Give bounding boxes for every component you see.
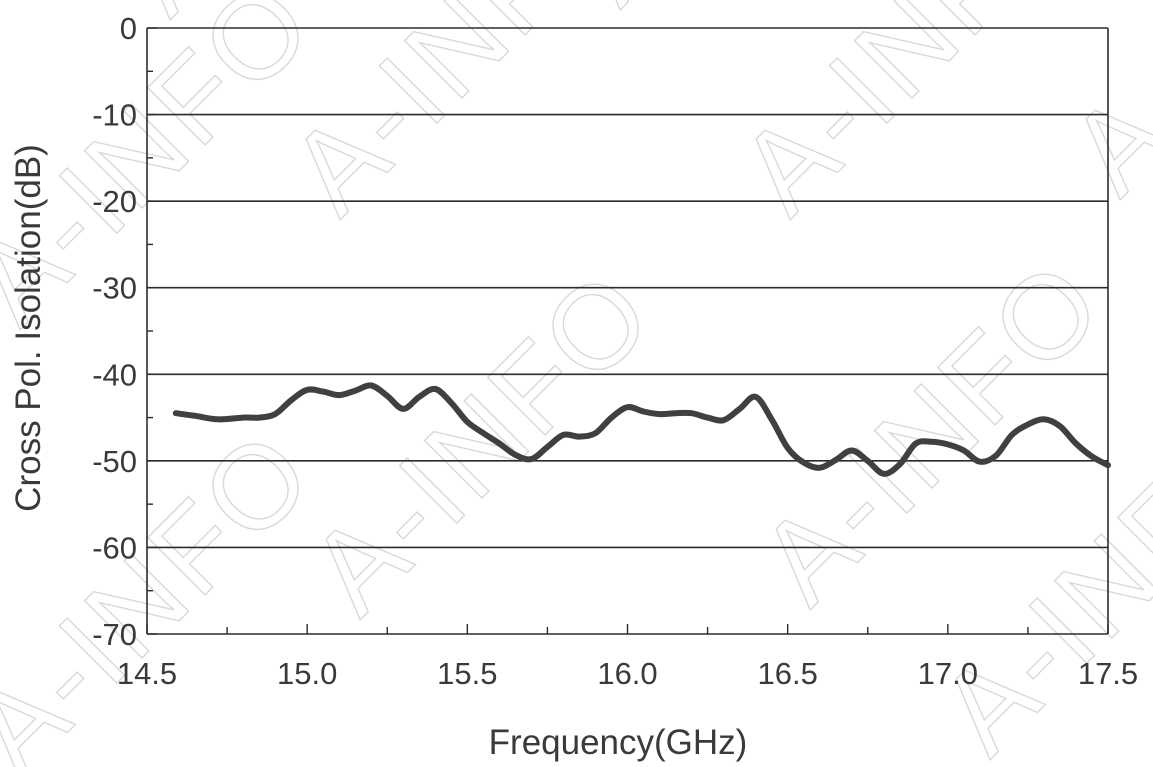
x-tick-label: 16.0 <box>597 656 657 691</box>
x-axis-title: Frequency(GHz) <box>489 723 748 762</box>
y-tick-label: 0 <box>120 11 137 46</box>
x-tick-label: 15.5 <box>437 656 497 691</box>
y-tick-label: -70 <box>92 617 137 652</box>
x-tick-label: 15.0 <box>277 656 337 691</box>
y-tick-label: -40 <box>92 357 137 392</box>
tick-labels: 0 -10 -20 -30 -40 -50 -60 -70 14.5 15.0 15.5 16.0 16… <box>92 11 1138 691</box>
y-tick-label: -30 <box>92 271 137 306</box>
y-tick-label: -50 <box>92 444 137 479</box>
y-tick-label: -10 <box>92 98 137 133</box>
y-tick-label: -60 <box>92 530 137 565</box>
x-tick-label: 17.5 <box>1078 656 1138 691</box>
y-tick-label: -20 <box>92 184 137 219</box>
y-axis-title: Cross Pol. Isolation(dB) <box>9 144 48 512</box>
x-tick-label: 17.0 <box>918 656 978 691</box>
watermark-text: A-INFO <box>0 0 338 348</box>
watermark-text: A-INFO <box>1045 0 1153 218</box>
watermark-text: A-INFO <box>285 245 678 638</box>
x-tick-label: 16.5 <box>757 656 817 691</box>
series-layer <box>172 382 1111 477</box>
x-tick-label: 14.5 <box>117 656 177 691</box>
tick-marks <box>146 27 1109 635</box>
watermark-text: A-INFO <box>0 405 338 767</box>
gridlines <box>147 113 1108 549</box>
watermark-text: A-INFO <box>715 0 1108 238</box>
isolation-series-line <box>172 382 1111 477</box>
